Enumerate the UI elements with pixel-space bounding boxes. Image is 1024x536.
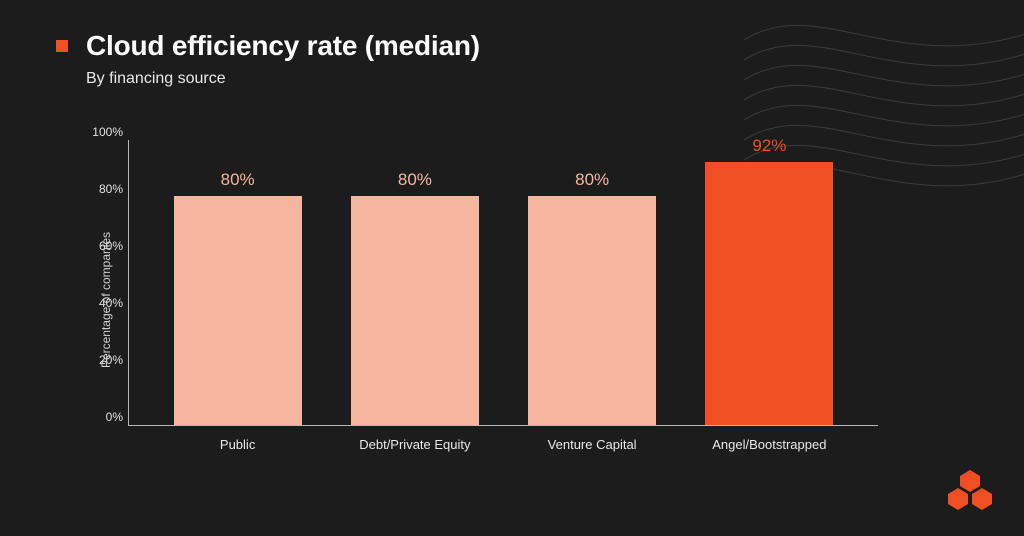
bar-slot: 80%Public (168, 170, 308, 425)
bar-slot: 80%Venture Capital (522, 170, 662, 425)
bar (351, 196, 479, 425)
chart-subtitle: By financing source (86, 70, 226, 88)
brand-logo-icon (946, 466, 994, 514)
bar-slot: 92%Angel/Bootstrapped (699, 136, 839, 425)
y-tick: 0% (87, 410, 123, 424)
bar-value-label: 80% (575, 170, 609, 190)
y-tick: 20% (87, 353, 123, 367)
y-tick: 60% (87, 239, 123, 253)
y-tick: 100% (87, 125, 123, 139)
plot-area: 0% 20% 40% 60% 80% 100% 80%Public80%Debt… (128, 140, 878, 426)
chart-title: Cloud efficiency rate (median) (86, 30, 480, 62)
y-tick: 40% (87, 296, 123, 310)
x-axis-label: Venture Capital (522, 437, 662, 454)
bar (174, 196, 302, 425)
bar-slot: 80%Debt/Private Equity (345, 170, 485, 425)
bar (705, 162, 833, 425)
bar-value-label: 80% (398, 170, 432, 190)
bar-value-label: 80% (221, 170, 255, 190)
bar (528, 196, 656, 425)
x-axis-label: Angel/Bootstrapped (699, 437, 839, 454)
x-axis-label: Debt/Private Equity (345, 437, 485, 454)
bar-chart: Percentage of companies 0% 20% 40% 60% 8… (86, 140, 886, 460)
y-tick: 80% (87, 182, 123, 196)
x-axis-label: Public (168, 437, 308, 454)
bar-value-label: 92% (752, 136, 786, 156)
title-bullet-icon (56, 40, 68, 52)
